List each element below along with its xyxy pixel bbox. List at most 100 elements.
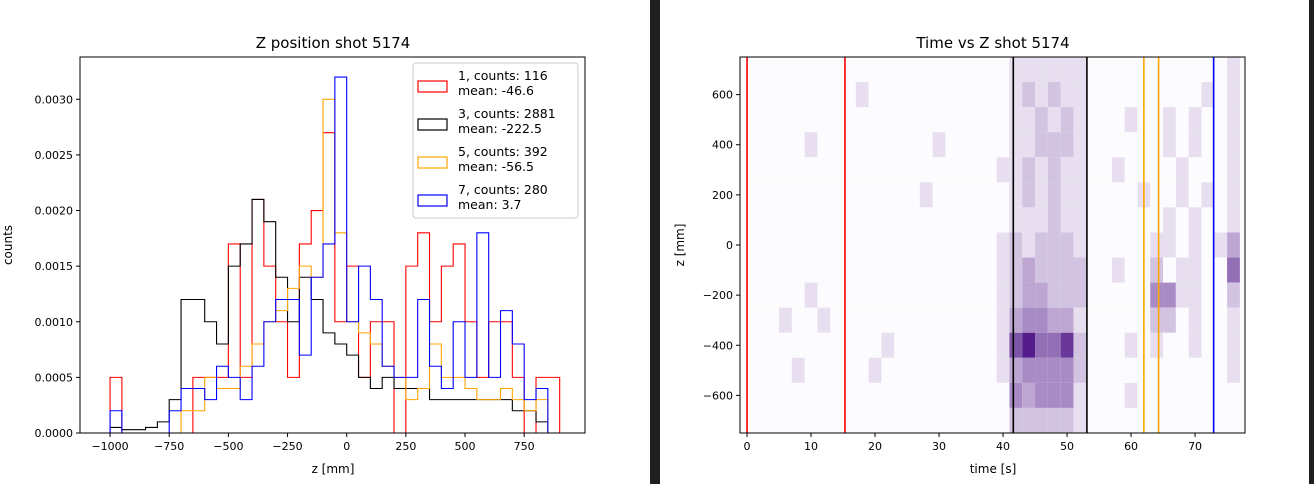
- heatmap-cell: [1201, 407, 1215, 433]
- heatmap-cell: [1086, 407, 1100, 433]
- heatmap-cell: [1214, 407, 1228, 433]
- y-tick-label: 0.0015: [35, 260, 74, 273]
- heatmap-cell: [1188, 407, 1202, 433]
- heatmap-cell: [945, 382, 959, 408]
- heatmap-cell: [1163, 107, 1176, 133]
- heatmap-cell: [1227, 357, 1240, 383]
- heatmap-cell: [1086, 182, 1100, 208]
- heatmap-cell: [779, 182, 792, 208]
- heatmap-cell: [843, 207, 856, 233]
- heatmap-cell: [868, 132, 882, 158]
- heatmap-cell: [1035, 357, 1048, 383]
- heatmap-cell: [1201, 82, 1215, 108]
- heatmap-cell: [919, 132, 933, 158]
- heatmap-cell: [907, 357, 920, 383]
- heatmap-cell: [881, 407, 895, 433]
- heatmap-cell: [843, 57, 856, 83]
- heatmap-cell: [958, 407, 972, 433]
- heatmap-cell: [830, 332, 844, 358]
- heatmap-cell: [817, 257, 831, 283]
- heatmap-cell: [1111, 407, 1125, 433]
- heatmap-cell: [830, 57, 844, 83]
- heatmap-cell: [868, 257, 882, 283]
- heatmap-cell: [996, 107, 1010, 133]
- heatmap-cell: [1022, 407, 1036, 433]
- heatmap-cell: [983, 207, 997, 233]
- heatmap-cell: [919, 357, 933, 383]
- heatmap-cell: [830, 82, 844, 108]
- legend-box: [412, 62, 579, 219]
- heatmap-cell: [1047, 132, 1061, 158]
- heatmap-cell: [1073, 57, 1087, 83]
- y-tick-label: 600: [712, 89, 733, 102]
- heatmap-cell: [855, 332, 869, 358]
- heatmap-cell: [1060, 107, 1074, 133]
- heatmap-cell: [1111, 132, 1125, 158]
- legend-label: 3, counts: 2881: [458, 106, 556, 121]
- heatmap-cell: [753, 357, 767, 383]
- y-tick-label: 0.0030: [35, 93, 74, 106]
- heatmap-cell: [983, 182, 997, 208]
- heatmap-cell: [1086, 82, 1100, 108]
- heatmap-cell: [932, 182, 946, 208]
- heatmap-cell: [894, 257, 908, 283]
- heatmap-cell: [1099, 407, 1112, 433]
- heatmap-cell: [1099, 232, 1112, 258]
- heatmap-cell: [1188, 182, 1202, 208]
- heatmap-cell: [983, 407, 997, 433]
- heatmap-cell: [1227, 407, 1240, 433]
- x-tick-label: 70: [1188, 440, 1202, 453]
- heatmap-cell: [1227, 257, 1240, 283]
- heatmap-cell: [932, 382, 946, 408]
- heatmap-cell: [868, 357, 882, 383]
- heatmap-cell: [881, 57, 895, 83]
- heatmap-cell: [1150, 407, 1164, 433]
- x-tick-label: 10: [804, 440, 818, 453]
- heatmap-cell: [1099, 357, 1112, 383]
- heatmap-cell: [945, 82, 959, 108]
- heatmap-cell: [996, 182, 1010, 208]
- heatmap-cell: [1214, 282, 1228, 308]
- heatmap-cell: [1150, 282, 1164, 308]
- heatmap-cell: [881, 132, 895, 158]
- heatmap-cell: [1201, 257, 1215, 283]
- heatmap-cell: [779, 232, 792, 258]
- heatmap-cell: [971, 182, 984, 208]
- heatmap-cell: [996, 207, 1010, 233]
- heatmap-cell: [868, 157, 882, 183]
- heatmap-cell: [1163, 207, 1176, 233]
- heatmap-cell: [1175, 57, 1189, 83]
- heatmap-cell: [1188, 382, 1202, 408]
- heatmap-cell: [1060, 57, 1074, 83]
- heatmap-cell: [1073, 82, 1087, 108]
- heatmap-cell: [1111, 257, 1125, 283]
- heatmap-cell: [830, 107, 844, 133]
- heatmap-cell: [894, 332, 908, 358]
- heatmap-cell: [1073, 207, 1087, 233]
- heatmap-cell: [1047, 157, 1061, 183]
- heatmap-cell: [958, 232, 972, 258]
- heatmap-cell: [830, 357, 844, 383]
- heatmap-cell: [881, 182, 895, 208]
- heatmap-cell: [983, 57, 997, 83]
- heatmap-cell: [971, 357, 984, 383]
- heatmap-cell: [894, 407, 908, 433]
- heatmap-cell: [1175, 182, 1189, 208]
- heatmap-cell: [1111, 82, 1125, 108]
- heatmap-cell: [907, 82, 920, 108]
- heatmap-cell: [1175, 282, 1189, 308]
- heatmap-cell: [830, 307, 844, 333]
- heatmap-cell: [1150, 257, 1164, 283]
- heatmap-cell: [1124, 157, 1138, 183]
- heatmap-cell: [919, 232, 933, 258]
- heatmap-cell: [1086, 282, 1100, 308]
- heatmap-cell: [1227, 157, 1240, 183]
- heatmap-cell: [1047, 232, 1061, 258]
- heatmap-cell: [779, 207, 792, 233]
- heatmap-cell: [907, 57, 920, 83]
- heatmap-cell: [1111, 332, 1125, 358]
- heatmap-cell: [1150, 82, 1164, 108]
- heatmap-cell: [919, 157, 933, 183]
- heatmap-cell: [1073, 307, 1087, 333]
- legend: 1, counts: 116 mean: -46.6 3, counts: 288…: [412, 62, 579, 219]
